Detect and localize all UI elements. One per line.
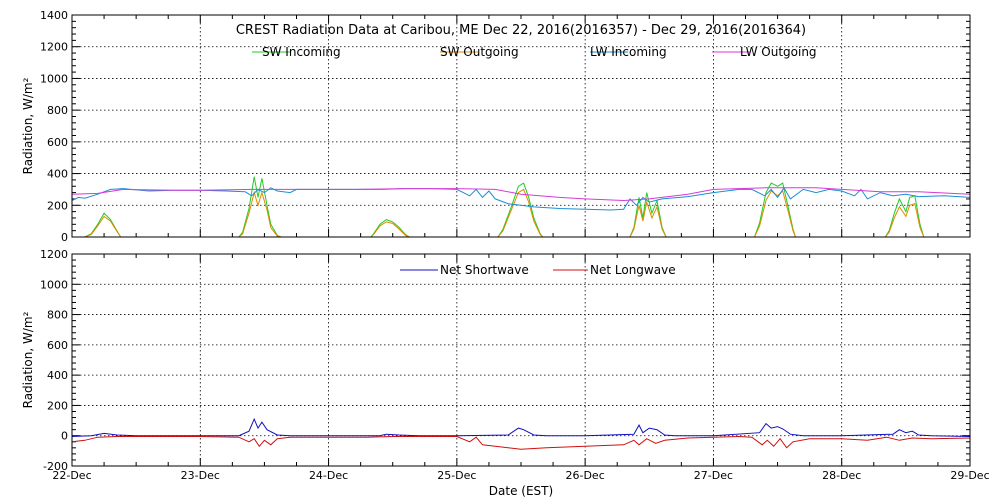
y-tick-label: 800 (47, 104, 68, 117)
y-tick-label: 400 (47, 168, 68, 181)
y-tick-label: -200 (43, 460, 68, 473)
series-line-lw-incoming (71, 186, 971, 211)
legend-label: SW Incoming (262, 45, 341, 59)
legend-label: Net Longwave (590, 263, 676, 277)
y-tick-label: 1400 (40, 9, 68, 22)
x-tick-label: 27-Dec (694, 469, 733, 482)
top-panel: 0 200 400 600 800 1000 1200 1400 CREST Radiation… (21, 9, 971, 244)
x-tick-label: 22-Dec (52, 469, 91, 482)
y-axis-title: Radiation, W/m² (21, 311, 35, 408)
y-tick-label: 600 (47, 339, 68, 352)
legend-label: Net Shortwave (440, 263, 529, 277)
series-line-net-shortwave (71, 417, 971, 437)
x-tick-label: 23-Dec (181, 469, 220, 482)
y-tick-label: 200 (47, 399, 68, 412)
legend-label: SW Outgoing (440, 45, 519, 59)
x-tick-label: 26-Dec (566, 469, 605, 482)
y-tick-label: 400 (47, 369, 68, 382)
bottom-panel: -200 0 200 400 600 800 1000 1200 22-Dec 23-Dec 24-… (21, 248, 990, 498)
plot-frame (71, 14, 971, 238)
y-tick-label: 1200 (40, 41, 68, 54)
y-tick-label: 0 (61, 231, 68, 244)
y-tick-label: 200 (47, 199, 68, 212)
plot-frame (71, 253, 971, 467)
x-axis-title: Date (EST) (489, 484, 553, 498)
x-tick-label: 29-Dec (950, 469, 989, 482)
y-tick-label: 1000 (40, 72, 68, 85)
y-tick-label: 0 (61, 430, 68, 443)
y-tick-label: 600 (47, 136, 68, 149)
legend-label: LW Incoming (590, 45, 667, 59)
x-tick-label: 25-Dec (437, 469, 476, 482)
chart-title: CREST Radiation Data at Caribou, ME Dec … (236, 23, 806, 38)
x-tick-label: 28-Dec (822, 469, 861, 482)
y-axis-title: Radiation, W/m² (21, 77, 35, 174)
series-line-net-longwave (71, 435, 971, 450)
series-line-sw-incoming (72, 176, 970, 238)
x-tick-label: 24-Dec (309, 469, 348, 482)
y-tick-label: 800 (47, 309, 68, 322)
y-tick-label: 1000 (40, 278, 68, 291)
series-line-sw-outgoing (72, 188, 970, 238)
series-line-lw-outgoing (71, 187, 971, 202)
legend-label: LW Outgoing (740, 45, 817, 59)
y-tick-label: 1200 (40, 248, 68, 261)
